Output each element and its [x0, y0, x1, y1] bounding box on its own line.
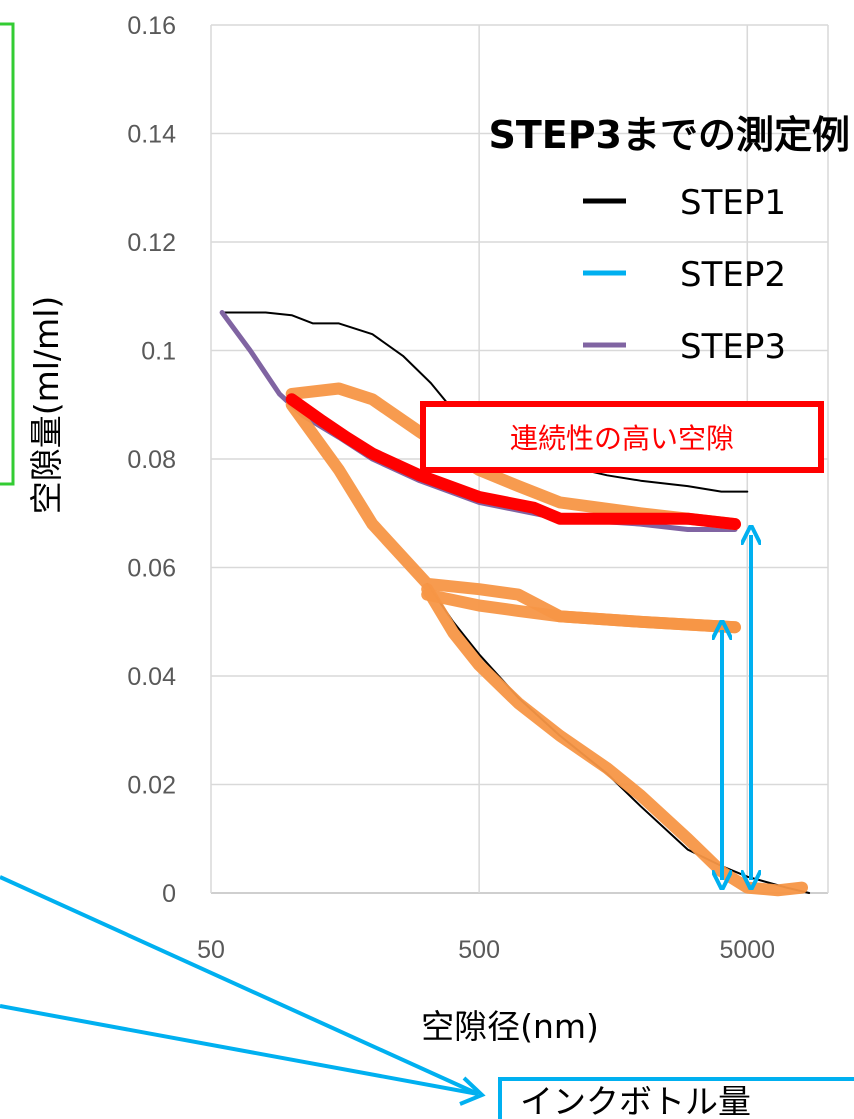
- y-axis-title: 空隙量(ml/ml): [27, 296, 66, 515]
- x-tick-label: 5000: [719, 936, 775, 964]
- y-tick-label: 0.08: [127, 446, 176, 474]
- y-axis-ticks: 0 0.02 0.04 0.06 0.08 0.1 0.12 0.14 0.16: [127, 12, 176, 908]
- callout-label: 連続性の高い空隙: [510, 422, 734, 455]
- left-frame-fragment: [0, 22, 15, 486]
- x-axis-title: 空隙径(nm): [421, 1007, 599, 1046]
- arrow-layer: [0, 535, 751, 1106]
- y-tick-label: 0.1: [141, 338, 176, 366]
- red-highlight-band: [285, 393, 741, 531]
- ink-bottle-box: [498, 1077, 854, 1119]
- x-axis-ticks: 50 500 5000: [197, 936, 775, 964]
- callout-box: [420, 401, 824, 473]
- legend-label-step1: STEP1: [680, 183, 786, 223]
- pointer-arrowhead: [459, 1076, 486, 1106]
- y-tick-label: 0.12: [127, 229, 176, 257]
- orange-highlight-band: [421, 583, 808, 897]
- legend: STEP1 STEP2 STEP3: [583, 183, 786, 367]
- y-tick-label: 0.02: [127, 772, 176, 800]
- y-tick-label: 0.14: [127, 121, 176, 149]
- orange-highlight-band: [421, 588, 741, 634]
- legend-label-step2: STEP2: [680, 255, 786, 295]
- y-tick-label: 0.06: [127, 555, 176, 583]
- y-tick-label: 0.04: [127, 663, 176, 691]
- pointer-line-upper: [0, 875, 479, 1096]
- legend-label-step3: STEP3: [680, 327, 786, 367]
- y-tick-label: 0.16: [127, 12, 176, 40]
- legend-title: STEP3までの測定例: [488, 113, 850, 157]
- ink-bottle-label: インクボトル量: [520, 1082, 751, 1119]
- y-tick-label: 0: [162, 880, 176, 908]
- x-tick-label: 500: [458, 936, 500, 964]
- x-tick-label: 50: [197, 936, 225, 964]
- pointer-line-lower: [0, 1004, 479, 1096]
- highlight-layer: [285, 382, 808, 897]
